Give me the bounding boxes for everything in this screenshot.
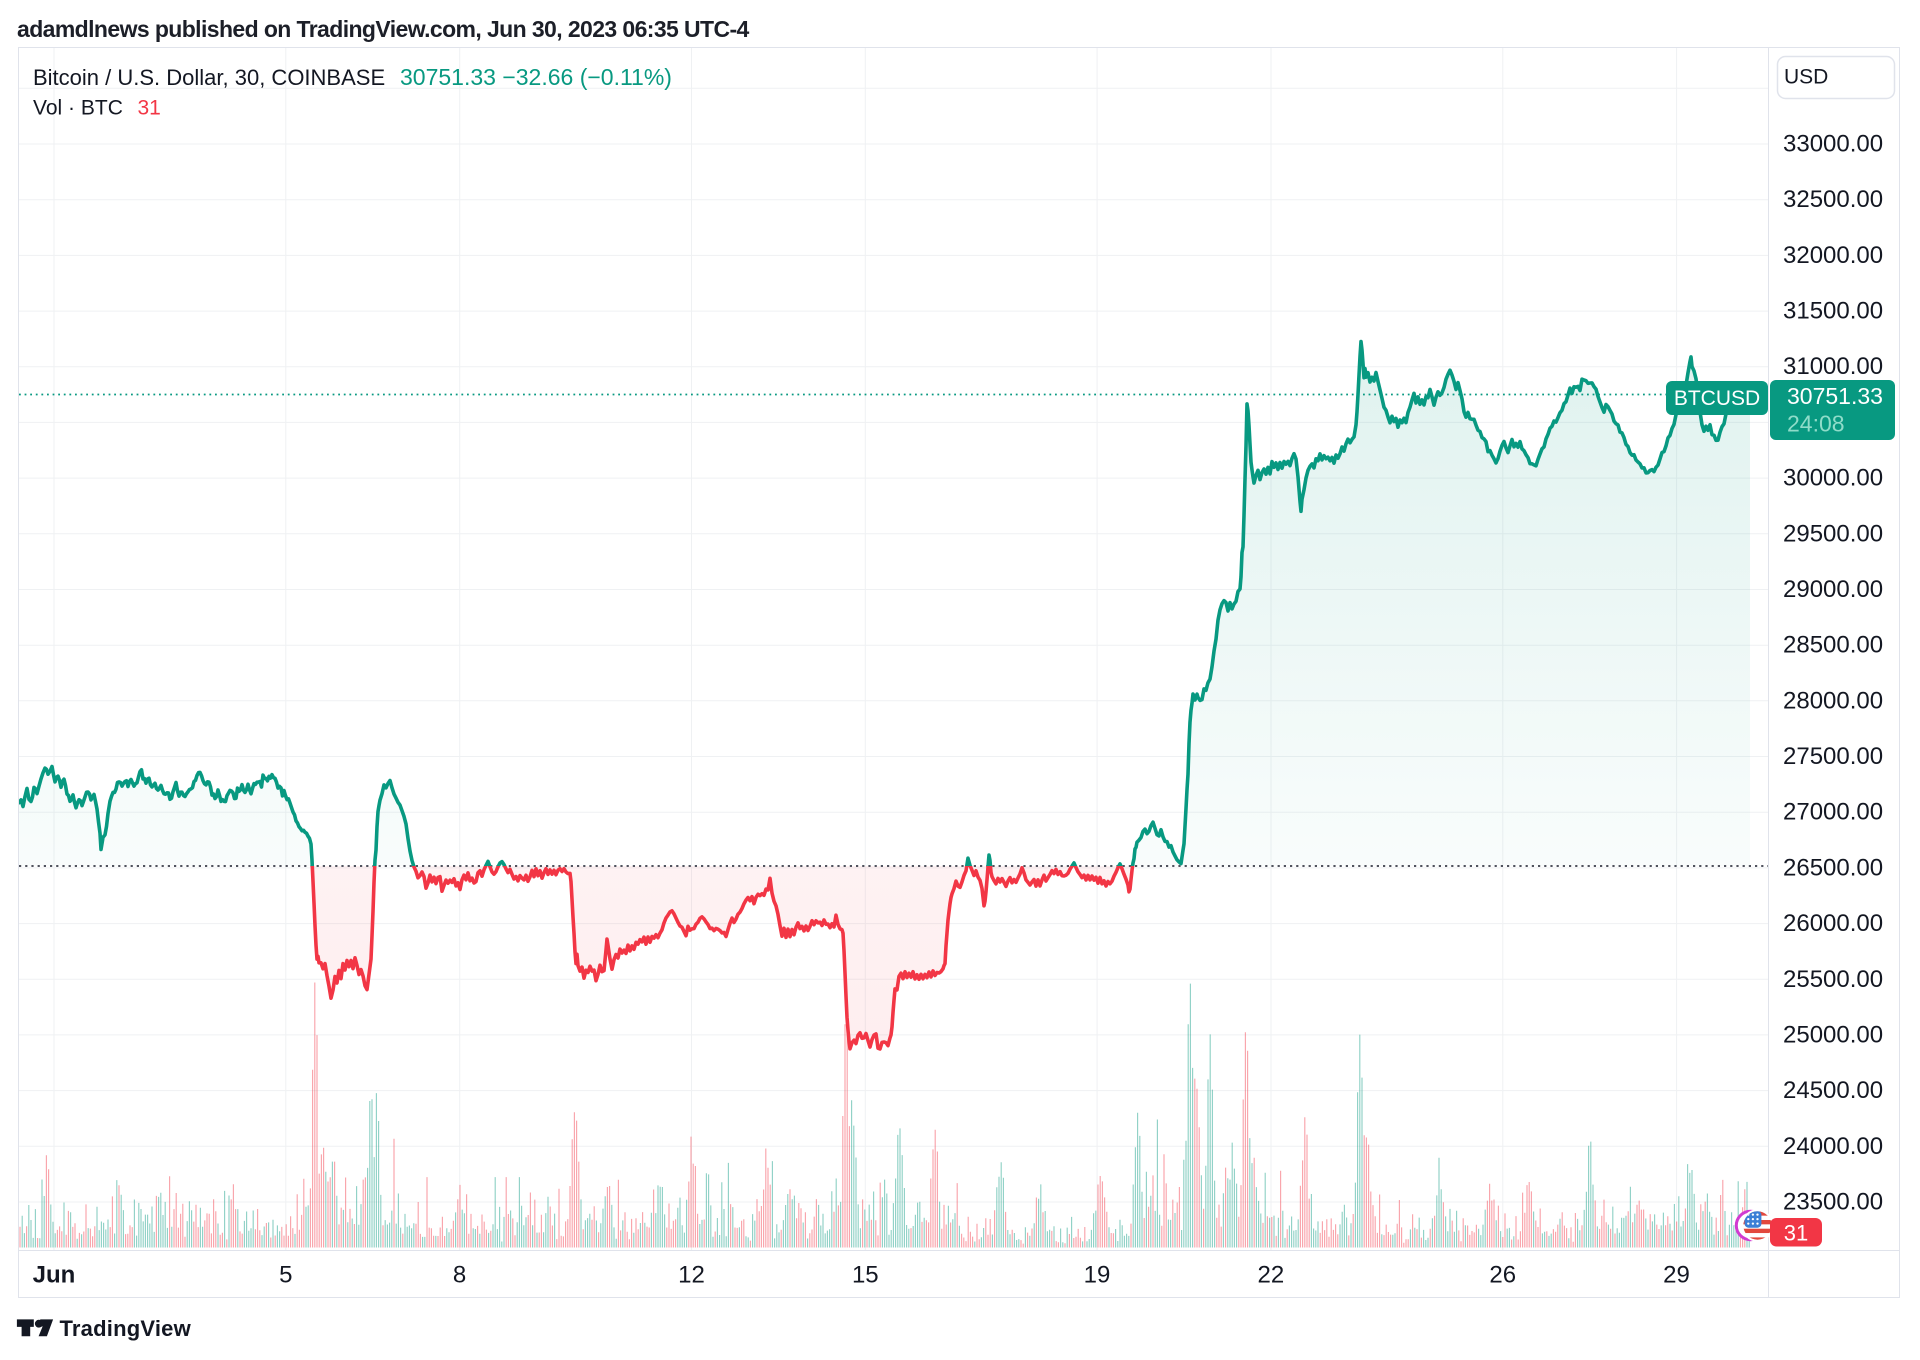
svg-text:BTCUSD: BTCUSD <box>1674 387 1760 410</box>
svg-text:32500.00: 32500.00 <box>1783 186 1883 213</box>
svg-text:31000.00: 31000.00 <box>1783 353 1883 380</box>
svg-text:31: 31 <box>138 97 161 120</box>
svg-text:22: 22 <box>1258 1262 1285 1289</box>
svg-text:33000.00: 33000.00 <box>1783 131 1883 158</box>
svg-text:adamdlnews published on Tradin: adamdlnews published on TradingView.com,… <box>17 16 750 42</box>
svg-text:30000.00: 30000.00 <box>1783 465 1883 492</box>
svg-text:31: 31 <box>1784 1220 1808 1245</box>
svg-text:8: 8 <box>453 1262 466 1289</box>
svg-text:27000.00: 27000.00 <box>1783 799 1883 826</box>
svg-text:26: 26 <box>1489 1262 1516 1289</box>
svg-text:31500.00: 31500.00 <box>1783 298 1883 325</box>
svg-text:26000.00: 26000.00 <box>1783 910 1883 937</box>
svg-text:27500.00: 27500.00 <box>1783 743 1883 770</box>
svg-text:28500.00: 28500.00 <box>1783 632 1883 659</box>
svg-text:32000.00: 32000.00 <box>1783 242 1883 269</box>
svg-text:24500.00: 24500.00 <box>1783 1077 1883 1104</box>
svg-text:24:08: 24:08 <box>1787 411 1845 437</box>
svg-text:26500.00: 26500.00 <box>1783 854 1883 881</box>
svg-text:24000.00: 24000.00 <box>1783 1133 1883 1160</box>
svg-text:29: 29 <box>1663 1262 1690 1289</box>
svg-text:TradingView: TradingView <box>60 1316 192 1341</box>
svg-text:29000.00: 29000.00 <box>1783 576 1883 603</box>
svg-text:Jun: Jun <box>33 1262 76 1289</box>
svg-text:USD: USD <box>1784 66 1828 89</box>
svg-text:15: 15 <box>852 1262 879 1289</box>
svg-text:29500.00: 29500.00 <box>1783 520 1883 547</box>
svg-text:23500.00: 23500.00 <box>1783 1189 1883 1216</box>
svg-text:19: 19 <box>1084 1262 1111 1289</box>
svg-text:5: 5 <box>279 1262 292 1289</box>
svg-text:25500.00: 25500.00 <box>1783 966 1883 993</box>
svg-text:28000.00: 28000.00 <box>1783 687 1883 714</box>
svg-text:25000.00: 25000.00 <box>1783 1021 1883 1048</box>
svg-text:12: 12 <box>678 1262 705 1289</box>
svg-text:Vol · BTC: Vol · BTC <box>33 97 123 120</box>
svg-text:30751.33 −32.66 (−0.11%): 30751.33 −32.66 (−0.11%) <box>400 64 672 90</box>
svg-text:30751.33: 30751.33 <box>1787 383 1883 409</box>
svg-text:Bitcoin / U.S. Dollar, 30, COI: Bitcoin / U.S. Dollar, 30, COINBASE <box>33 65 385 90</box>
